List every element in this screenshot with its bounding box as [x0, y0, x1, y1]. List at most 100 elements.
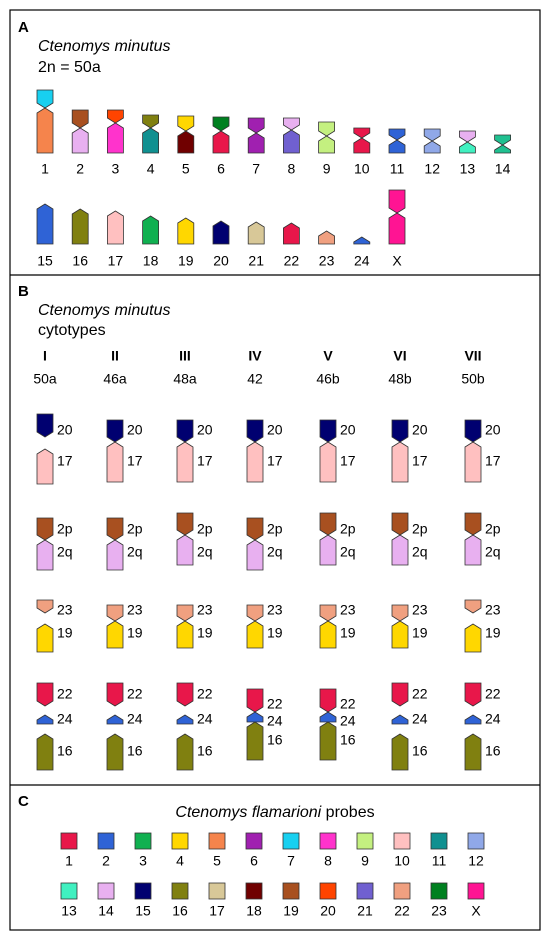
chromosome-label: 2q — [57, 544, 73, 560]
chromosome-arm — [142, 215, 160, 245]
chromosome-arm — [36, 203, 54, 245]
chromosome-arm — [246, 517, 264, 541]
chromosome-arm — [423, 128, 441, 142]
chromosome-arm — [71, 109, 89, 129]
chromosome-label: 22 — [485, 686, 501, 702]
chromosome-arm — [319, 688, 337, 713]
chromosome-arm — [176, 682, 194, 707]
chromosome-label: 19 — [485, 625, 501, 641]
chromosome-arm — [212, 116, 230, 132]
chromosome-label: 15 — [37, 253, 53, 269]
probe-label: 18 — [246, 903, 262, 919]
cytotype-karyotype: 50a — [33, 371, 57, 387]
chromosome-arm — [464, 599, 482, 614]
probe-swatch — [430, 882, 448, 900]
chromosome-label: 17 — [197, 453, 213, 469]
probe-label: 20 — [320, 903, 336, 919]
chromosome-label: 16 — [267, 732, 283, 748]
chromosome-label: 20 — [412, 422, 428, 438]
probe-swatch — [393, 882, 411, 900]
chromosome-arm — [106, 419, 124, 443]
chromosome-arm — [71, 127, 89, 154]
chromosome-arm — [391, 620, 409, 649]
chromosome-label: 24 — [340, 713, 356, 729]
chromosome-arm — [106, 441, 124, 483]
chromosome-arm — [106, 517, 124, 541]
probe-label: 10 — [394, 853, 410, 869]
probe-swatch — [171, 832, 189, 850]
chromosome-label: 14 — [495, 161, 511, 177]
chromosome-arm — [464, 419, 482, 443]
chromosome-label: 24 — [197, 711, 213, 727]
chromosome-label: 20 — [197, 422, 213, 438]
chromosome-label: 11 — [390, 161, 405, 177]
probe-label: 3 — [139, 853, 147, 869]
chromosome-arm — [494, 134, 512, 146]
cytotype-karyotype: 42 — [247, 371, 263, 387]
chromosome-arm — [36, 682, 54, 707]
species: Ctenomys minutus — [38, 302, 171, 319]
chromosome-label: 2q — [485, 544, 501, 560]
chromosome-arm — [36, 714, 54, 725]
chromosome-arm — [246, 711, 264, 723]
chromosome-label: 16 — [57, 743, 73, 759]
probe-label: 1 — [65, 853, 73, 869]
chromosome-label: 16 — [72, 253, 88, 269]
chromosome-label: 19 — [127, 625, 143, 641]
chromosome-label: 18 — [143, 253, 159, 269]
cytotype-name: II — [111, 348, 119, 364]
chromosome-arm — [106, 539, 124, 571]
chromosome-label: 20 — [485, 422, 501, 438]
chromosome-label: 17 — [57, 453, 73, 469]
chromosome-label: 2q — [127, 544, 143, 560]
chromosome-arm — [282, 117, 300, 131]
chromosome-label: 2p — [197, 521, 213, 537]
chromosome-arm — [388, 128, 406, 141]
title-rest: probes — [326, 804, 375, 821]
chromosome-label: 2p — [340, 521, 356, 537]
probe-swatch — [60, 832, 78, 850]
chromosome-arm — [319, 512, 337, 536]
chromosome-arm — [246, 688, 264, 713]
panel-label: C — [18, 793, 29, 810]
chromosome-label: 23 — [412, 602, 428, 618]
chromosome-arm — [176, 604, 194, 622]
frame — [9, 9, 541, 931]
probe-label: 22 — [394, 903, 410, 919]
cytotype-karyotype: 50b — [461, 371, 485, 387]
chromosome-arm — [212, 220, 230, 245]
chromosome-arm — [391, 441, 409, 483]
probe-label: 7 — [287, 853, 295, 869]
chromosome-arm — [388, 189, 406, 214]
chromosome-label: 2p — [57, 521, 73, 537]
chromosome-arm — [319, 711, 337, 723]
probe-swatch — [356, 882, 374, 900]
chromosome-arm — [176, 512, 194, 536]
probe-swatch — [430, 832, 448, 850]
probe-swatch — [356, 832, 374, 850]
chromosome-arm — [36, 413, 54, 438]
probe-label: 5 — [213, 853, 221, 869]
chromosome-label: 6 — [217, 161, 225, 177]
probe-swatch — [171, 882, 189, 900]
chromosome-arm — [246, 604, 264, 622]
cytotype-karyotype: 48b — [388, 371, 412, 387]
chromosome-arm — [282, 222, 300, 245]
chromosome-label: 22 — [340, 696, 356, 712]
cytotype-karyotype: 48a — [173, 371, 197, 387]
chromosome-arm — [177, 217, 195, 245]
chromosome-arm — [391, 512, 409, 536]
chromosome-label: 22 — [284, 253, 300, 269]
chromosome-arm — [464, 441, 482, 483]
chromosome-label: 2 — [76, 161, 84, 177]
probe-label: 23 — [431, 903, 447, 919]
probe-label: 15 — [135, 903, 151, 919]
probe-label: 13 — [61, 903, 77, 919]
chromosome-arm — [464, 512, 482, 536]
chromosome-label: 22 — [127, 686, 143, 702]
chromosome-label: 3 — [112, 161, 120, 177]
chromosome-arm — [388, 139, 406, 154]
chromosome-label: 17 — [108, 253, 124, 269]
chromosome-arm — [36, 623, 54, 653]
chromosome-label: 22 — [412, 686, 428, 702]
